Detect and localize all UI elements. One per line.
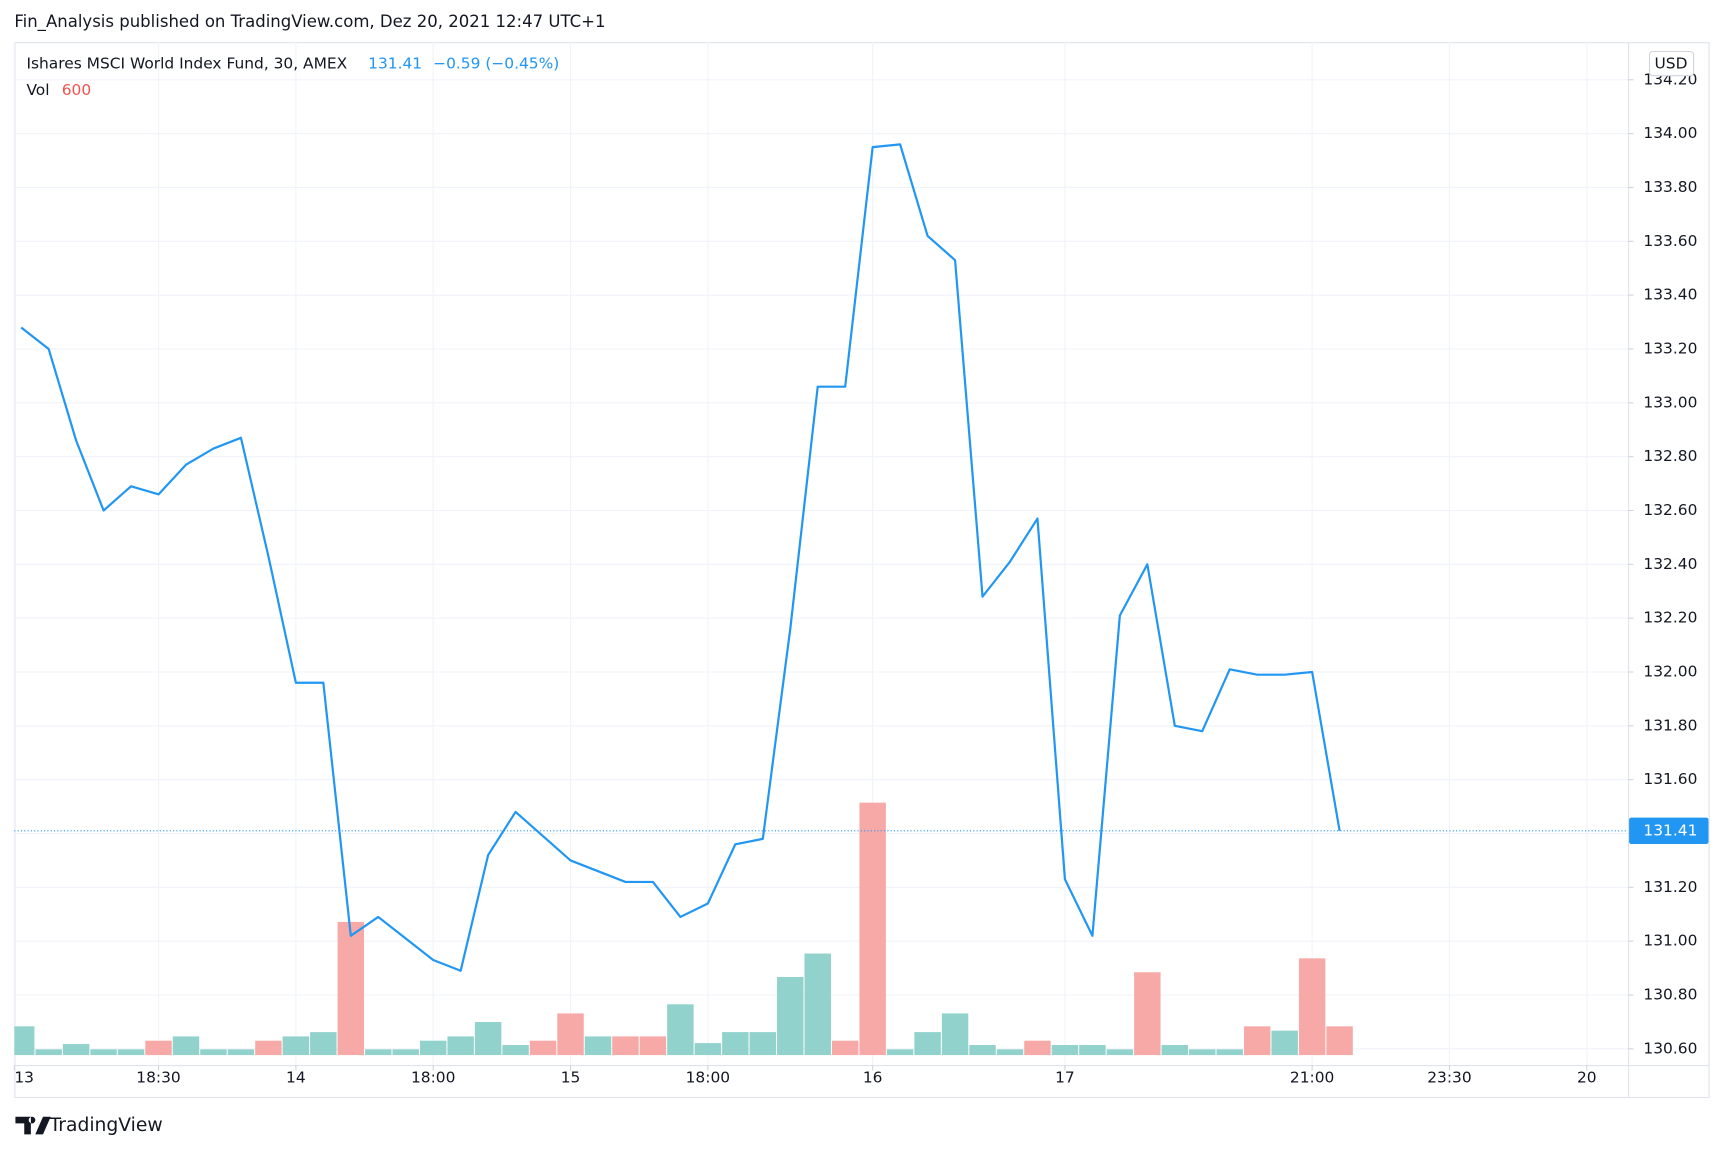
volume-bar [474, 1022, 502, 1056]
x-tick-label: 15 [561, 1069, 581, 1087]
volume-bar [584, 1036, 612, 1056]
volume-bar [859, 802, 886, 1056]
y-tick-label: 133.20 [1643, 339, 1697, 357]
y-tick-label: 132.40 [1643, 555, 1697, 573]
volume-bar [172, 1036, 200, 1056]
volume-bar [1024, 1040, 1051, 1056]
volume-bar [392, 1049, 419, 1056]
volume-bar [62, 1044, 90, 1056]
volume-bar [1216, 1049, 1243, 1056]
y-tick-label: 131.00 [1643, 932, 1697, 950]
volume-bar [14, 1026, 35, 1056]
y-tick-label: 130.80 [1643, 986, 1697, 1004]
volume-bar [1161, 1045, 1189, 1056]
volume-legend-value: 600 [62, 81, 91, 99]
volume-bar [365, 1049, 392, 1056]
volume-bar [282, 1036, 310, 1056]
volume-bar [447, 1036, 474, 1056]
y-tick-label: 131.80 [1643, 716, 1697, 734]
y-tick-label: 133.60 [1643, 232, 1697, 250]
volume-bar [1298, 958, 1326, 1056]
volume-legend-label: Vol [26, 81, 49, 99]
x-tick-label: 16 [863, 1069, 883, 1087]
x-tick-label: 13 [14, 1069, 34, 1087]
y-tick-label: 131.20 [1643, 878, 1697, 896]
y-tick-label: 133.00 [1643, 393, 1697, 411]
volume-bar [777, 977, 804, 1056]
tradingview-logo: TradingView [15, 1115, 163, 1136]
volume-bar [969, 1045, 996, 1056]
volume-bar [1051, 1045, 1079, 1056]
x-tick-label: 14 [286, 1069, 306, 1087]
x-tick-label: 18:00 [411, 1069, 455, 1087]
volume-bar [117, 1049, 145, 1056]
volume-bar [227, 1049, 255, 1056]
price-line [20, 143, 1341, 972]
grid [13, 42, 1629, 1065]
volume-bar [255, 1040, 282, 1056]
volume-bar [1134, 972, 1161, 1056]
volume-bar [639, 1036, 667, 1056]
y-tick-label: 132.80 [1643, 447, 1697, 465]
y-tick-label: 132.00 [1643, 662, 1697, 680]
volume-bar [1189, 1049, 1216, 1056]
volume-bar [694, 1043, 722, 1056]
x-tick-label: 21:00 [1290, 1069, 1334, 1087]
volume-bar [1326, 1026, 1353, 1056]
legend-title: Ishares MSCI World Index Fund, 30, AMEX [26, 55, 347, 73]
volume-bar [914, 1032, 941, 1056]
volume-bar [145, 1040, 172, 1056]
axes: 130.60130.80131.00131.20131.40131.60131.… [13, 70, 1709, 1087]
volume-bars [14, 802, 1353, 1056]
last-price-box [1629, 817, 1709, 845]
logo-mark [15, 1116, 51, 1135]
volume-bar [310, 1032, 337, 1056]
y-tick-label: 131.60 [1643, 770, 1697, 788]
volume-bar [419, 1040, 447, 1056]
x-tick-label: 18:30 [136, 1069, 180, 1087]
volume-bar [722, 1032, 749, 1056]
volume-bar [502, 1045, 529, 1056]
y-tick-label: 133.40 [1643, 286, 1697, 304]
volume-bar [749, 1032, 777, 1056]
legend-price: 131.41 [368, 55, 422, 73]
plot [14, 143, 1629, 972]
volume-bar [1271, 1030, 1298, 1056]
header: Fin_Analysis published on TradingView.co… [14, 12, 605, 32]
x-tick-label: 18:00 [686, 1069, 730, 1087]
volume-bar [337, 921, 365, 1056]
y-tick-label: 133.80 [1643, 178, 1697, 196]
last-price-label: 131.41 [1643, 821, 1697, 839]
volume-bar [529, 1040, 557, 1056]
currency-box[interactable] [1648, 50, 1695, 77]
x-tick-label: 23:30 [1427, 1069, 1471, 1087]
volume-bar [941, 1013, 969, 1056]
volume-bar [996, 1049, 1024, 1056]
x-tick-label: 17 [1055, 1069, 1075, 1087]
volume-bar [200, 1049, 227, 1056]
currency[interactable]: USD [1655, 55, 1688, 73]
y-tick-label: 134.00 [1643, 124, 1697, 142]
legend-change: −0.59 (−0.45%) [433, 55, 559, 73]
volume-bar [90, 1049, 117, 1056]
volume-bar [557, 1013, 584, 1056]
volume-bar [831, 1040, 859, 1056]
volume-bar [804, 953, 831, 1056]
y-tick-label: 130.60 [1643, 1039, 1697, 1057]
volume-bar [1079, 1045, 1106, 1056]
footer: TradingView [49, 1115, 163, 1136]
x-tick-label: 20 [1577, 1069, 1597, 1087]
volume-bar [35, 1049, 62, 1056]
volume-bar [667, 1004, 694, 1056]
y-tick-label: 132.60 [1643, 501, 1697, 519]
volume-bar [1106, 1049, 1134, 1056]
volume-bar [612, 1036, 639, 1056]
y-tick-label: 132.20 [1643, 609, 1697, 627]
volume-bar [886, 1049, 914, 1056]
volume-bar [1243, 1026, 1271, 1056]
